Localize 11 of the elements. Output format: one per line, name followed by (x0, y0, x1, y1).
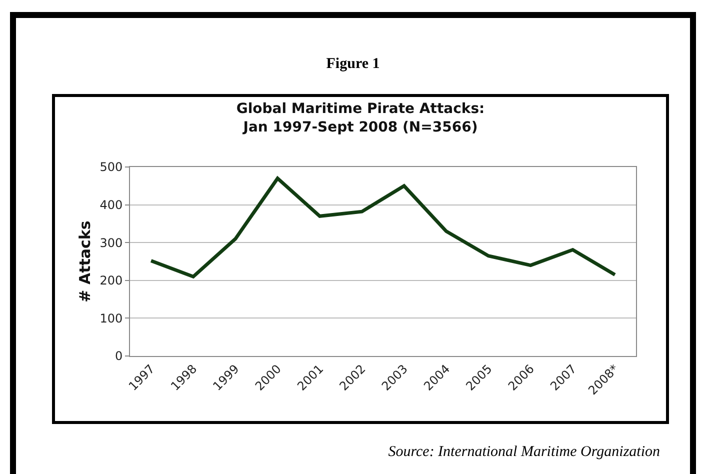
y-tick-label: 0 (114, 349, 123, 364)
line-series (149, 176, 617, 278)
source-note: Source: International Maritime Organization (388, 444, 660, 461)
caption: Figure 1 (325, 56, 381, 73)
y-tick-label: 500 (100, 160, 123, 174)
y-tick-label: 300 (100, 236, 123, 250)
y-tick-label: 100 (100, 311, 123, 326)
y-tick-label: 200 (100, 274, 123, 288)
y-axis-title: # Attacks (76, 220, 94, 302)
chart-title: Global Maritime Pirate Attacks: Jan 1997-Sept 2008 (N=3566) (236, 101, 485, 136)
y-tick-label: 400 (100, 198, 123, 212)
